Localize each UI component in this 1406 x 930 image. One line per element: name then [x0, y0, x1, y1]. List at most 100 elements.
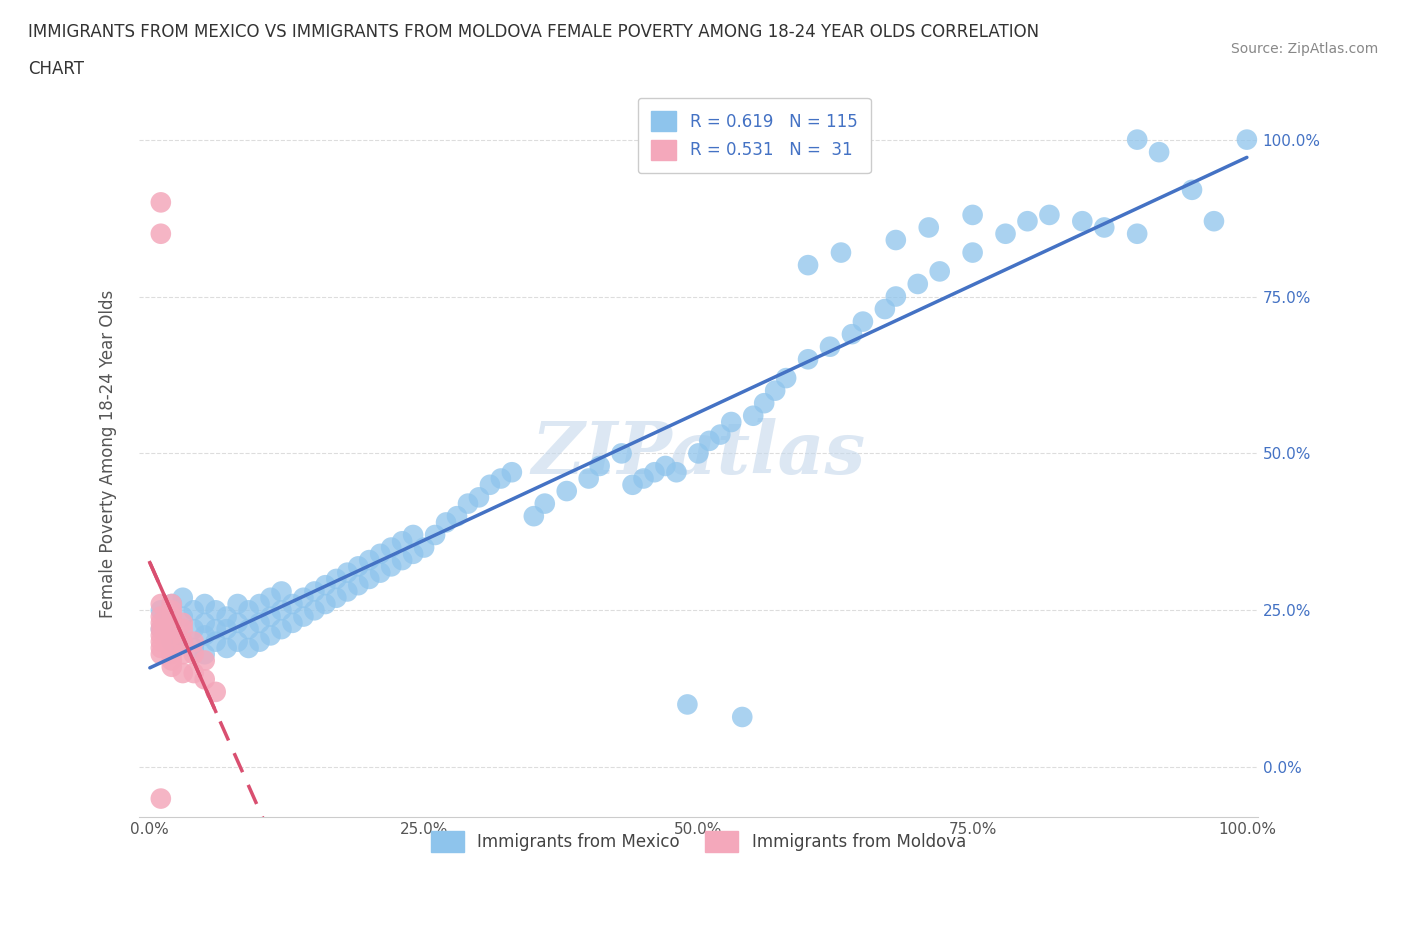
Point	[160, 628, 183, 643]
Point	[325, 591, 347, 605]
Point	[633, 472, 655, 486]
Point	[204, 603, 226, 618]
Point	[391, 552, 413, 567]
Point	[325, 571, 347, 586]
Point	[160, 596, 183, 611]
Point	[160, 659, 183, 674]
Point	[249, 616, 271, 631]
Point	[489, 472, 512, 486]
Point	[884, 232, 907, 247]
Point	[160, 616, 183, 631]
Point	[928, 264, 950, 279]
Point	[380, 559, 402, 574]
Point	[172, 616, 194, 631]
Point	[226, 634, 249, 649]
Point	[1236, 132, 1258, 147]
Point	[215, 641, 238, 656]
Point	[215, 621, 238, 636]
Point	[259, 628, 281, 643]
Point	[149, 596, 172, 611]
Point	[194, 653, 217, 668]
Point	[281, 616, 304, 631]
Point	[160, 603, 183, 618]
Point	[149, 609, 172, 624]
Point	[1126, 226, 1149, 241]
Point	[149, 616, 172, 631]
Point	[259, 609, 281, 624]
Point	[183, 666, 205, 681]
Point	[434, 515, 457, 530]
Point	[654, 458, 676, 473]
Point	[270, 584, 292, 599]
Point	[873, 301, 896, 316]
Point	[172, 646, 194, 661]
Point	[347, 559, 370, 574]
Point	[183, 603, 205, 618]
Point	[194, 646, 217, 661]
Point	[797, 258, 820, 272]
Point	[368, 565, 391, 580]
Point	[183, 646, 205, 661]
Point	[446, 509, 468, 524]
Point	[1181, 182, 1204, 197]
Point	[841, 326, 863, 341]
Point	[830, 246, 852, 260]
Point	[555, 484, 578, 498]
Legend: Immigrants from Mexico, Immigrants from Moldova: Immigrants from Mexico, Immigrants from …	[422, 823, 974, 860]
Y-axis label: Female Poverty Among 18-24 Year Olds: Female Poverty Among 18-24 Year Olds	[100, 289, 117, 618]
Point	[1202, 214, 1225, 229]
Point	[468, 490, 491, 505]
Point	[336, 565, 359, 580]
Point	[918, 220, 941, 235]
Point	[852, 314, 875, 329]
Point	[149, 791, 172, 806]
Point	[699, 433, 721, 448]
Point	[238, 641, 260, 656]
Point	[818, 339, 841, 354]
Point	[215, 609, 238, 624]
Point	[676, 697, 699, 711]
Point	[172, 634, 194, 649]
Point	[149, 628, 172, 643]
Text: IMMIGRANTS FROM MEXICO VS IMMIGRANTS FROM MOLDOVA FEMALE POVERTY AMONG 18-24 YEA: IMMIGRANTS FROM MEXICO VS IMMIGRANTS FRO…	[28, 23, 1039, 41]
Point	[172, 666, 194, 681]
Point	[281, 596, 304, 611]
Point	[588, 458, 610, 473]
Point	[423, 527, 446, 542]
Point	[368, 547, 391, 562]
Point	[643, 465, 665, 480]
Point	[994, 226, 1017, 241]
Point	[183, 621, 205, 636]
Point	[523, 509, 546, 524]
Point	[194, 671, 217, 686]
Point	[172, 634, 194, 649]
Point	[1147, 145, 1170, 160]
Point	[578, 472, 600, 486]
Point	[1092, 220, 1115, 235]
Point	[194, 616, 217, 631]
Point	[763, 383, 786, 398]
Point	[347, 578, 370, 592]
Point	[160, 609, 183, 624]
Point	[731, 710, 754, 724]
Text: Source: ZipAtlas.com: Source: ZipAtlas.com	[1230, 42, 1378, 56]
Point	[238, 621, 260, 636]
Point	[270, 603, 292, 618]
Point	[292, 591, 315, 605]
Point	[149, 634, 172, 649]
Point	[797, 352, 820, 366]
Point	[172, 621, 194, 636]
Point	[391, 534, 413, 549]
Point	[665, 465, 688, 480]
Point	[149, 621, 172, 636]
Point	[172, 609, 194, 624]
Point	[1126, 132, 1149, 147]
Point	[709, 427, 731, 442]
Point	[907, 276, 929, 291]
Point	[314, 596, 336, 611]
Point	[160, 596, 183, 611]
Point	[160, 634, 183, 649]
Point	[204, 684, 226, 699]
Point	[183, 641, 205, 656]
Point	[1071, 214, 1094, 229]
